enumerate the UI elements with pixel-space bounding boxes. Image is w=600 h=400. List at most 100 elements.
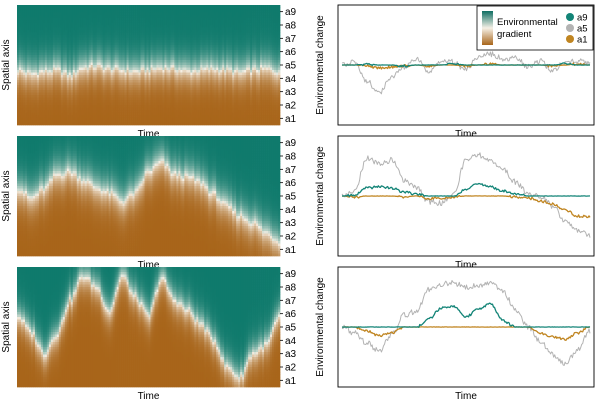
- heatmap-cell: [109, 63, 111, 66]
- heatmap-cell: [200, 93, 202, 96]
- heatmap-cell: [77, 60, 79, 63]
- heatmap-cell: [172, 28, 174, 31]
- heatmap-cell: [43, 100, 45, 103]
- heatmap-cell: [218, 80, 220, 83]
- heatmap-cell: [152, 75, 154, 78]
- heatmap-cell: [85, 83, 87, 86]
- heatmap-cell: [184, 43, 186, 46]
- heatmap-cell: [131, 23, 133, 26]
- heatmap-cell: [198, 20, 200, 23]
- heatmap-cell: [57, 35, 59, 38]
- heatmap-cell: [93, 48, 95, 51]
- heatmap-cell: [202, 108, 204, 111]
- heatmap-cell: [141, 53, 143, 56]
- heatmap-cell: [29, 10, 31, 13]
- heatmap-cell: [117, 83, 119, 86]
- heatmap-cell: [125, 58, 127, 61]
- heatmap-cell: [147, 50, 149, 53]
- heatmap-cell: [61, 35, 63, 38]
- heatmap-cell: [158, 68, 160, 71]
- heatmap-cell: [49, 90, 51, 93]
- heatmap-cell: [186, 78, 188, 81]
- heatmap-cell: [168, 73, 170, 76]
- heatmap-cell: [23, 33, 25, 36]
- heatmap-cell: [186, 45, 188, 48]
- heatmap-cell: [103, 88, 105, 91]
- heatmap-cell: [95, 63, 97, 66]
- heatmap-cell: [190, 30, 192, 33]
- heatmap-cell: [93, 85, 95, 88]
- heatmap-cell: [81, 68, 83, 71]
- heatmap-cell: [162, 45, 164, 48]
- heatmap-cell: [162, 33, 164, 36]
- heatmap-cell: [166, 90, 168, 93]
- panels: a1a2a3a4a5a6a7a8a9Spatial axisTimea1a2a3…: [1, 5, 594, 400]
- heatmap-cell: [186, 100, 188, 103]
- heatmap-cell: [192, 38, 194, 41]
- heatmap-cell: [158, 38, 160, 41]
- heatmap-cell: [182, 113, 184, 116]
- heatmap-cell: [202, 13, 204, 16]
- heatmap-cell: [99, 60, 101, 63]
- heatmap-cell: [131, 15, 133, 18]
- heatmap-cell: [180, 15, 182, 18]
- heatmap-cell: [103, 103, 105, 106]
- heatmap-cell: [152, 68, 154, 71]
- heatmap-cell: [37, 103, 39, 106]
- heatmap-cell: [51, 120, 53, 123]
- heatmap-cell: [23, 20, 25, 23]
- heatmap-cell: [23, 108, 25, 111]
- heatmap-cell: [125, 120, 127, 123]
- heatmap-cell: [107, 53, 109, 56]
- heatmap-cell: [73, 58, 75, 61]
- heatmap-cell: [168, 40, 170, 43]
- heatmap-cell: [41, 85, 43, 88]
- heatmap-cell: [190, 15, 192, 18]
- heatmap-cell: [59, 115, 61, 118]
- heatmap-cell: [55, 80, 57, 83]
- heatmap-cell: [147, 95, 149, 98]
- heatmap-cell: [51, 103, 53, 106]
- heatmap-cell: [198, 45, 200, 48]
- heatmap-cell: [115, 73, 117, 76]
- heatmap-cell: [117, 78, 119, 81]
- heatmap-cell: [25, 108, 27, 111]
- heatmap-cell: [182, 120, 184, 123]
- heatmap-cell: [97, 13, 99, 16]
- heatmap-cell: [137, 110, 139, 113]
- heatmap-cell: [210, 60, 212, 63]
- heatmap-cell: [39, 68, 41, 71]
- heatmap-cell: [152, 78, 154, 81]
- heatmap-cell: [107, 105, 109, 108]
- heatmap-cell: [41, 75, 43, 78]
- heatmap-cell: [196, 35, 198, 38]
- heatmap-cell: [172, 60, 174, 63]
- heatmap-cell: [145, 38, 147, 41]
- heatmap-cell: [49, 60, 51, 63]
- heatmap-cell: [45, 105, 47, 108]
- heatmap-cell: [174, 43, 176, 46]
- heatmap-cell: [29, 58, 31, 61]
- heatmap-cell: [63, 60, 65, 63]
- heatmap-cell: [43, 40, 45, 43]
- heatmap-cell: [63, 83, 65, 86]
- heatmap-cell: [174, 78, 176, 81]
- heatmap-cell: [37, 23, 39, 26]
- heatmap-cell: [222, 20, 224, 23]
- heatmap-cell: [133, 28, 135, 31]
- heatmap-cell: [69, 90, 71, 93]
- heatmap-cell: [97, 55, 99, 58]
- heatmap-cell: [87, 120, 89, 123]
- heatmap-cell: [168, 45, 170, 48]
- heatmap-cell: [125, 8, 127, 11]
- heatmap-cell: [200, 20, 202, 23]
- heatmap-cell: [202, 15, 204, 18]
- heatmap-cell: [103, 58, 105, 61]
- heatmap-cell: [29, 90, 31, 93]
- heatmap-cell: [158, 78, 160, 81]
- heatmap-cell: [115, 30, 117, 33]
- heatmap-cell: [143, 5, 145, 8]
- heatmap-cell: [83, 123, 85, 126]
- heatmap-cell: [27, 85, 29, 88]
- heatmap-cell: [87, 8, 89, 11]
